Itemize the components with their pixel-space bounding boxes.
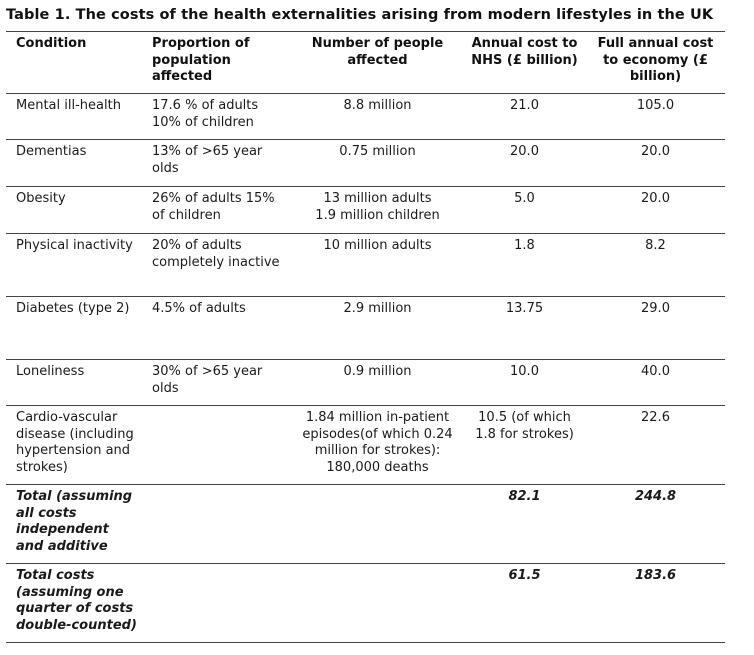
cell-total-label: Total (assuming all costs independent an… <box>16 489 133 554</box>
cell-proportion: 26% of adults 15% of children <box>152 191 275 223</box>
cell-number: 8.8 million <box>343 98 412 113</box>
table-row: Physical inactivity 20% of adults comple… <box>6 234 725 297</box>
cell-nhs-cost: 5.0 <box>514 191 535 206</box>
table-row-total: Total (assuming all costs independent an… <box>6 485 725 564</box>
cell-condition: Cardio-vascular disease (including hyper… <box>16 410 134 475</box>
table-row: Loneliness 30% of >65 year olds 0.9 mill… <box>6 360 725 406</box>
cell-economy-cost: 40.0 <box>641 364 670 379</box>
cell-condition: Loneliness <box>16 364 85 379</box>
column-header-number: Number of people affected <box>311 36 444 68</box>
table-row-total-adjusted: Total costs (assuming one quarter of cos… <box>6 564 725 643</box>
column-header-economy-cost: Full annual cost to economy (£ billion) <box>597 36 714 84</box>
table-row: Cardio-vascular disease (including hyper… <box>6 406 725 485</box>
cell-nhs-cost: 1.8 <box>514 238 535 253</box>
cell-nhs-cost: 21.0 <box>510 98 539 113</box>
cell-total-nhs-cost: 61.5 <box>508 568 541 583</box>
cell-proportion <box>142 406 292 485</box>
cell-economy-cost: 8.2 <box>645 238 666 253</box>
cell-total-economy-cost: 244.8 <box>634 489 677 504</box>
cell-empty <box>292 485 463 564</box>
table-row: Obesity 26% of adults 15% of children 13… <box>6 187 725 234</box>
table-title: Table 1. The costs of the health externa… <box>6 7 714 23</box>
cell-nhs-cost: 10.0 <box>510 364 539 379</box>
cell-number: 13 million adults 1.9 million children <box>315 191 440 223</box>
cell-condition: Dementias <box>16 144 87 159</box>
cell-economy-cost: 20.0 <box>641 144 670 159</box>
cell-number: 0.75 million <box>339 144 416 159</box>
cell-condition: Obesity <box>16 191 66 206</box>
cell-empty <box>142 485 292 564</box>
cell-total-economy-cost: 183.6 <box>634 568 677 583</box>
cell-nhs-cost: 20.0 <box>510 144 539 159</box>
cell-economy-cost: 105.0 <box>636 98 675 113</box>
cell-economy-cost: 20.0 <box>641 191 670 206</box>
cell-number: 1.84 million in-patient episodes(of whic… <box>302 410 453 475</box>
cell-proportion: 13% of >65 year olds <box>152 144 263 176</box>
cell-total-nhs-cost: 82.1 <box>508 489 541 504</box>
column-header-proportion: Proportion of population affected <box>152 36 250 84</box>
cell-nhs-cost: 10.5 (of which 1.8 for strokes) <box>475 410 574 442</box>
cell-empty <box>142 564 292 643</box>
cell-number: 10 million adults <box>323 238 432 253</box>
column-header-condition: Condition <box>16 36 87 51</box>
cell-condition: Mental ill-health <box>16 98 121 113</box>
cell-proportion: 20% of adults completely inactive <box>152 238 280 270</box>
cell-condition: Diabetes (type 2) <box>16 301 130 316</box>
cell-empty <box>292 564 463 643</box>
cell-proportion: 30% of >65 year olds <box>152 364 263 396</box>
cell-proportion: 17.6 % of adults 10% of children <box>152 98 259 130</box>
cell-nhs-cost: 13.75 <box>505 301 544 316</box>
cell-economy-cost: 22.6 <box>641 410 670 425</box>
cell-number: 0.9 million <box>343 364 412 379</box>
cell-number: 2.9 million <box>343 301 412 316</box>
cell-total-label: Total costs (assuming one quarter of cos… <box>16 568 137 633</box>
health-costs-table: Condition Proportion of population affec… <box>6 31 725 643</box>
column-header-nhs-cost: Annual cost to NHS (£ billion) <box>471 36 578 68</box>
table-row: Dementias 13% of >65 year olds 0.75 mill… <box>6 140 725 187</box>
table-header-row: Condition Proportion of population affec… <box>6 31 725 94</box>
cell-proportion: 4.5% of adults <box>152 301 246 316</box>
cell-condition: Physical inactivity <box>16 238 133 253</box>
table-row: Diabetes (type 2) 4.5% of adults 2.9 mil… <box>6 297 725 360</box>
table-row: Mental ill-health 17.6 % of adults 10% o… <box>6 94 725 140</box>
cell-economy-cost: 29.0 <box>641 301 670 316</box>
